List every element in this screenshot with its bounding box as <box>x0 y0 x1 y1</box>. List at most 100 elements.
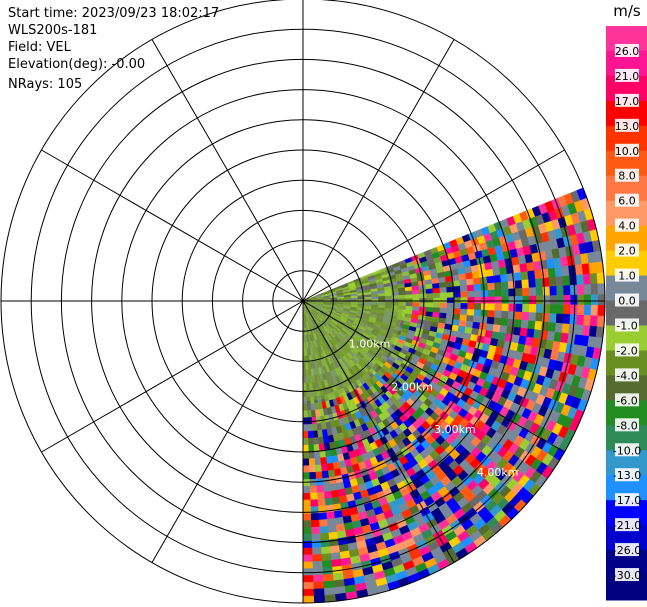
velocity-gate <box>453 297 462 304</box>
velocity-gate <box>317 498 326 507</box>
velocity-gate <box>485 323 494 332</box>
velocity-gate <box>307 417 313 425</box>
velocity-gate <box>459 314 468 322</box>
velocity-gate <box>325 511 335 520</box>
velocity-gate <box>597 304 606 317</box>
colorbar-tick-label: -8.0 <box>616 419 637 432</box>
velocity-gate <box>327 469 336 478</box>
velocity-gate <box>467 303 475 310</box>
velocity-gate <box>460 303 468 310</box>
velocity-gate <box>460 291 468 298</box>
velocity-gate <box>556 295 564 305</box>
velocity-gate <box>426 302 434 308</box>
velocity-gate <box>583 304 592 316</box>
colorbar-tick-bg <box>615 168 639 182</box>
velocity-gate <box>576 314 585 326</box>
velocity-gate <box>312 567 324 576</box>
start-time-label: Start time: 2023/09/23 18:02:17 <box>8 6 220 21</box>
velocity-gate <box>405 294 414 299</box>
velocity-gate <box>512 264 521 274</box>
colorbar-tick-bg <box>615 293 639 307</box>
velocity-gate <box>320 463 328 472</box>
velocity-gate <box>466 309 475 317</box>
velocity-gate <box>425 288 434 295</box>
velocity-gate <box>313 444 320 452</box>
range-ring-label: 1.00km <box>349 338 391 351</box>
velocity-gate <box>519 327 529 338</box>
velocity-gate <box>529 304 537 313</box>
velocity-gate <box>514 280 523 289</box>
velocity-gate <box>570 294 578 306</box>
velocity-gate <box>308 458 316 466</box>
colorbar-tick-bg <box>615 393 639 407</box>
velocity-gate <box>583 314 592 327</box>
velocity-gate <box>319 456 327 465</box>
velocity-gate <box>309 478 317 487</box>
velocity-gate <box>385 295 393 300</box>
velocity-gate <box>494 289 503 297</box>
velocity-gate <box>309 499 319 507</box>
colorbar-unit: m/s <box>613 2 641 20</box>
velocity-gate <box>500 273 509 283</box>
velocity-gate <box>494 310 503 319</box>
velocity-gate <box>322 573 334 582</box>
colorbar-tick-label: 10.0 <box>615 145 640 158</box>
velocity-gate <box>486 275 495 284</box>
colorbar-tick-bg <box>615 143 639 157</box>
velocity-gate <box>302 465 310 473</box>
velocity-gate <box>302 424 308 432</box>
velocity-gate <box>446 292 455 299</box>
velocity-gate <box>302 520 312 528</box>
velocity-gate <box>309 492 318 501</box>
velocity-gate <box>499 266 508 276</box>
velocity-gate <box>312 437 319 445</box>
velocity-gate <box>314 457 322 466</box>
velocity-gate <box>453 285 461 293</box>
velocity-gate <box>405 290 413 296</box>
velocity-gate <box>522 295 530 305</box>
velocity-gate <box>311 533 321 542</box>
velocity-gate <box>317 436 325 445</box>
colorbar-tick-label: -2.0 <box>616 344 637 357</box>
velocity-gate <box>323 580 335 589</box>
velocity-gate <box>378 295 386 300</box>
velocity-gate <box>412 289 420 295</box>
velocity-gate <box>313 588 325 597</box>
velocity-gate <box>306 403 312 411</box>
velocity-gate <box>492 324 501 333</box>
velocity-gate <box>563 294 571 306</box>
colorbar-tick-label: 17.0 <box>615 95 640 108</box>
velocity-gate <box>460 308 468 316</box>
velocity-gate <box>526 328 535 339</box>
velocity-gate <box>384 292 393 297</box>
velocity-gate <box>501 310 509 320</box>
velocity-gate <box>412 294 420 299</box>
velocity-gate <box>309 485 318 494</box>
velocity-gate <box>302 417 308 425</box>
velocity-gate <box>439 287 448 294</box>
velocity-gate <box>302 451 309 460</box>
colorbar-tick-bg <box>615 243 639 257</box>
velocity-gate <box>548 313 557 324</box>
velocity-gate <box>419 293 427 299</box>
velocity-gate <box>439 292 448 299</box>
velocity-gate <box>418 289 427 295</box>
velocity-gate <box>302 403 308 412</box>
colorbar-tick-label: -1.0 <box>616 319 637 332</box>
velocity-gate <box>583 284 592 296</box>
velocity-gate <box>313 595 326 604</box>
velocity-gate <box>459 279 468 287</box>
velocity-gate <box>500 281 509 290</box>
velocity-gate <box>307 430 314 439</box>
range-ring-label: 5.00km <box>520 509 562 522</box>
velocity-gate <box>302 547 313 556</box>
velocity-gate <box>563 304 571 315</box>
colorbar-tick-label: -21.0 <box>613 519 641 532</box>
velocity-gate <box>302 561 313 569</box>
velocity-gate <box>425 283 434 290</box>
velocity-gate <box>561 265 570 277</box>
velocity-gate <box>458 273 467 281</box>
velocity-gate <box>324 497 333 506</box>
colorbar-tick-bg <box>615 568 639 582</box>
velocity-gate <box>534 320 543 331</box>
